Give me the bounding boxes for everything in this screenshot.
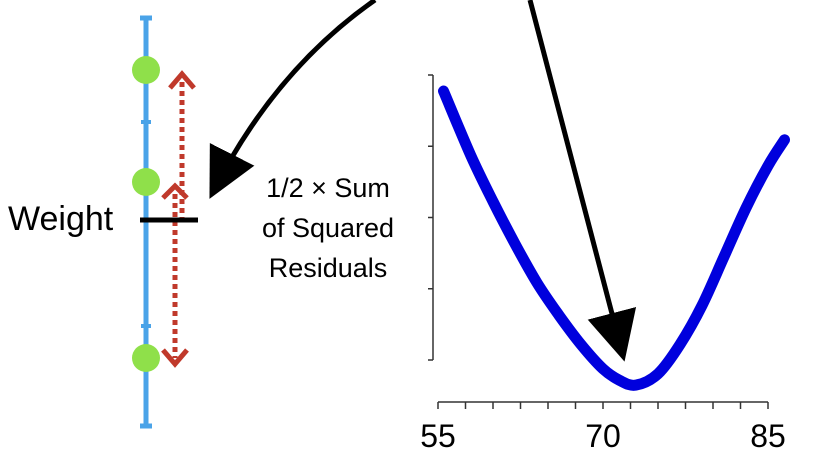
plot-axes: [428, 74, 769, 409]
y-axis-label: 1/2 × Sum of Squared Residuals: [240, 168, 416, 288]
y-axis-label-line: of Squared: [261, 213, 395, 243]
y-axis-label-line: Residuals: [268, 253, 388, 283]
residual-arrow: [168, 70, 196, 218]
weight-label: Weight: [8, 200, 114, 238]
loss-curve: [438, 85, 790, 391]
data-point: [132, 168, 160, 196]
x-axis-ticks: [437, 402, 769, 409]
pointer-arrow: [209, 0, 377, 199]
x-tick-label: 55: [420, 418, 456, 454]
x-tick-label: 85: [750, 418, 786, 454]
number-line: [132, 15, 198, 429]
y-axis-ticks: [428, 74, 433, 361]
data-point: [132, 344, 160, 372]
data-point: [132, 56, 160, 84]
y-axis-label-line: 1/2 × Sum: [266, 173, 390, 203]
x-tick-label: 70: [585, 418, 621, 454]
pointer-arrow: [527, 0, 637, 362]
